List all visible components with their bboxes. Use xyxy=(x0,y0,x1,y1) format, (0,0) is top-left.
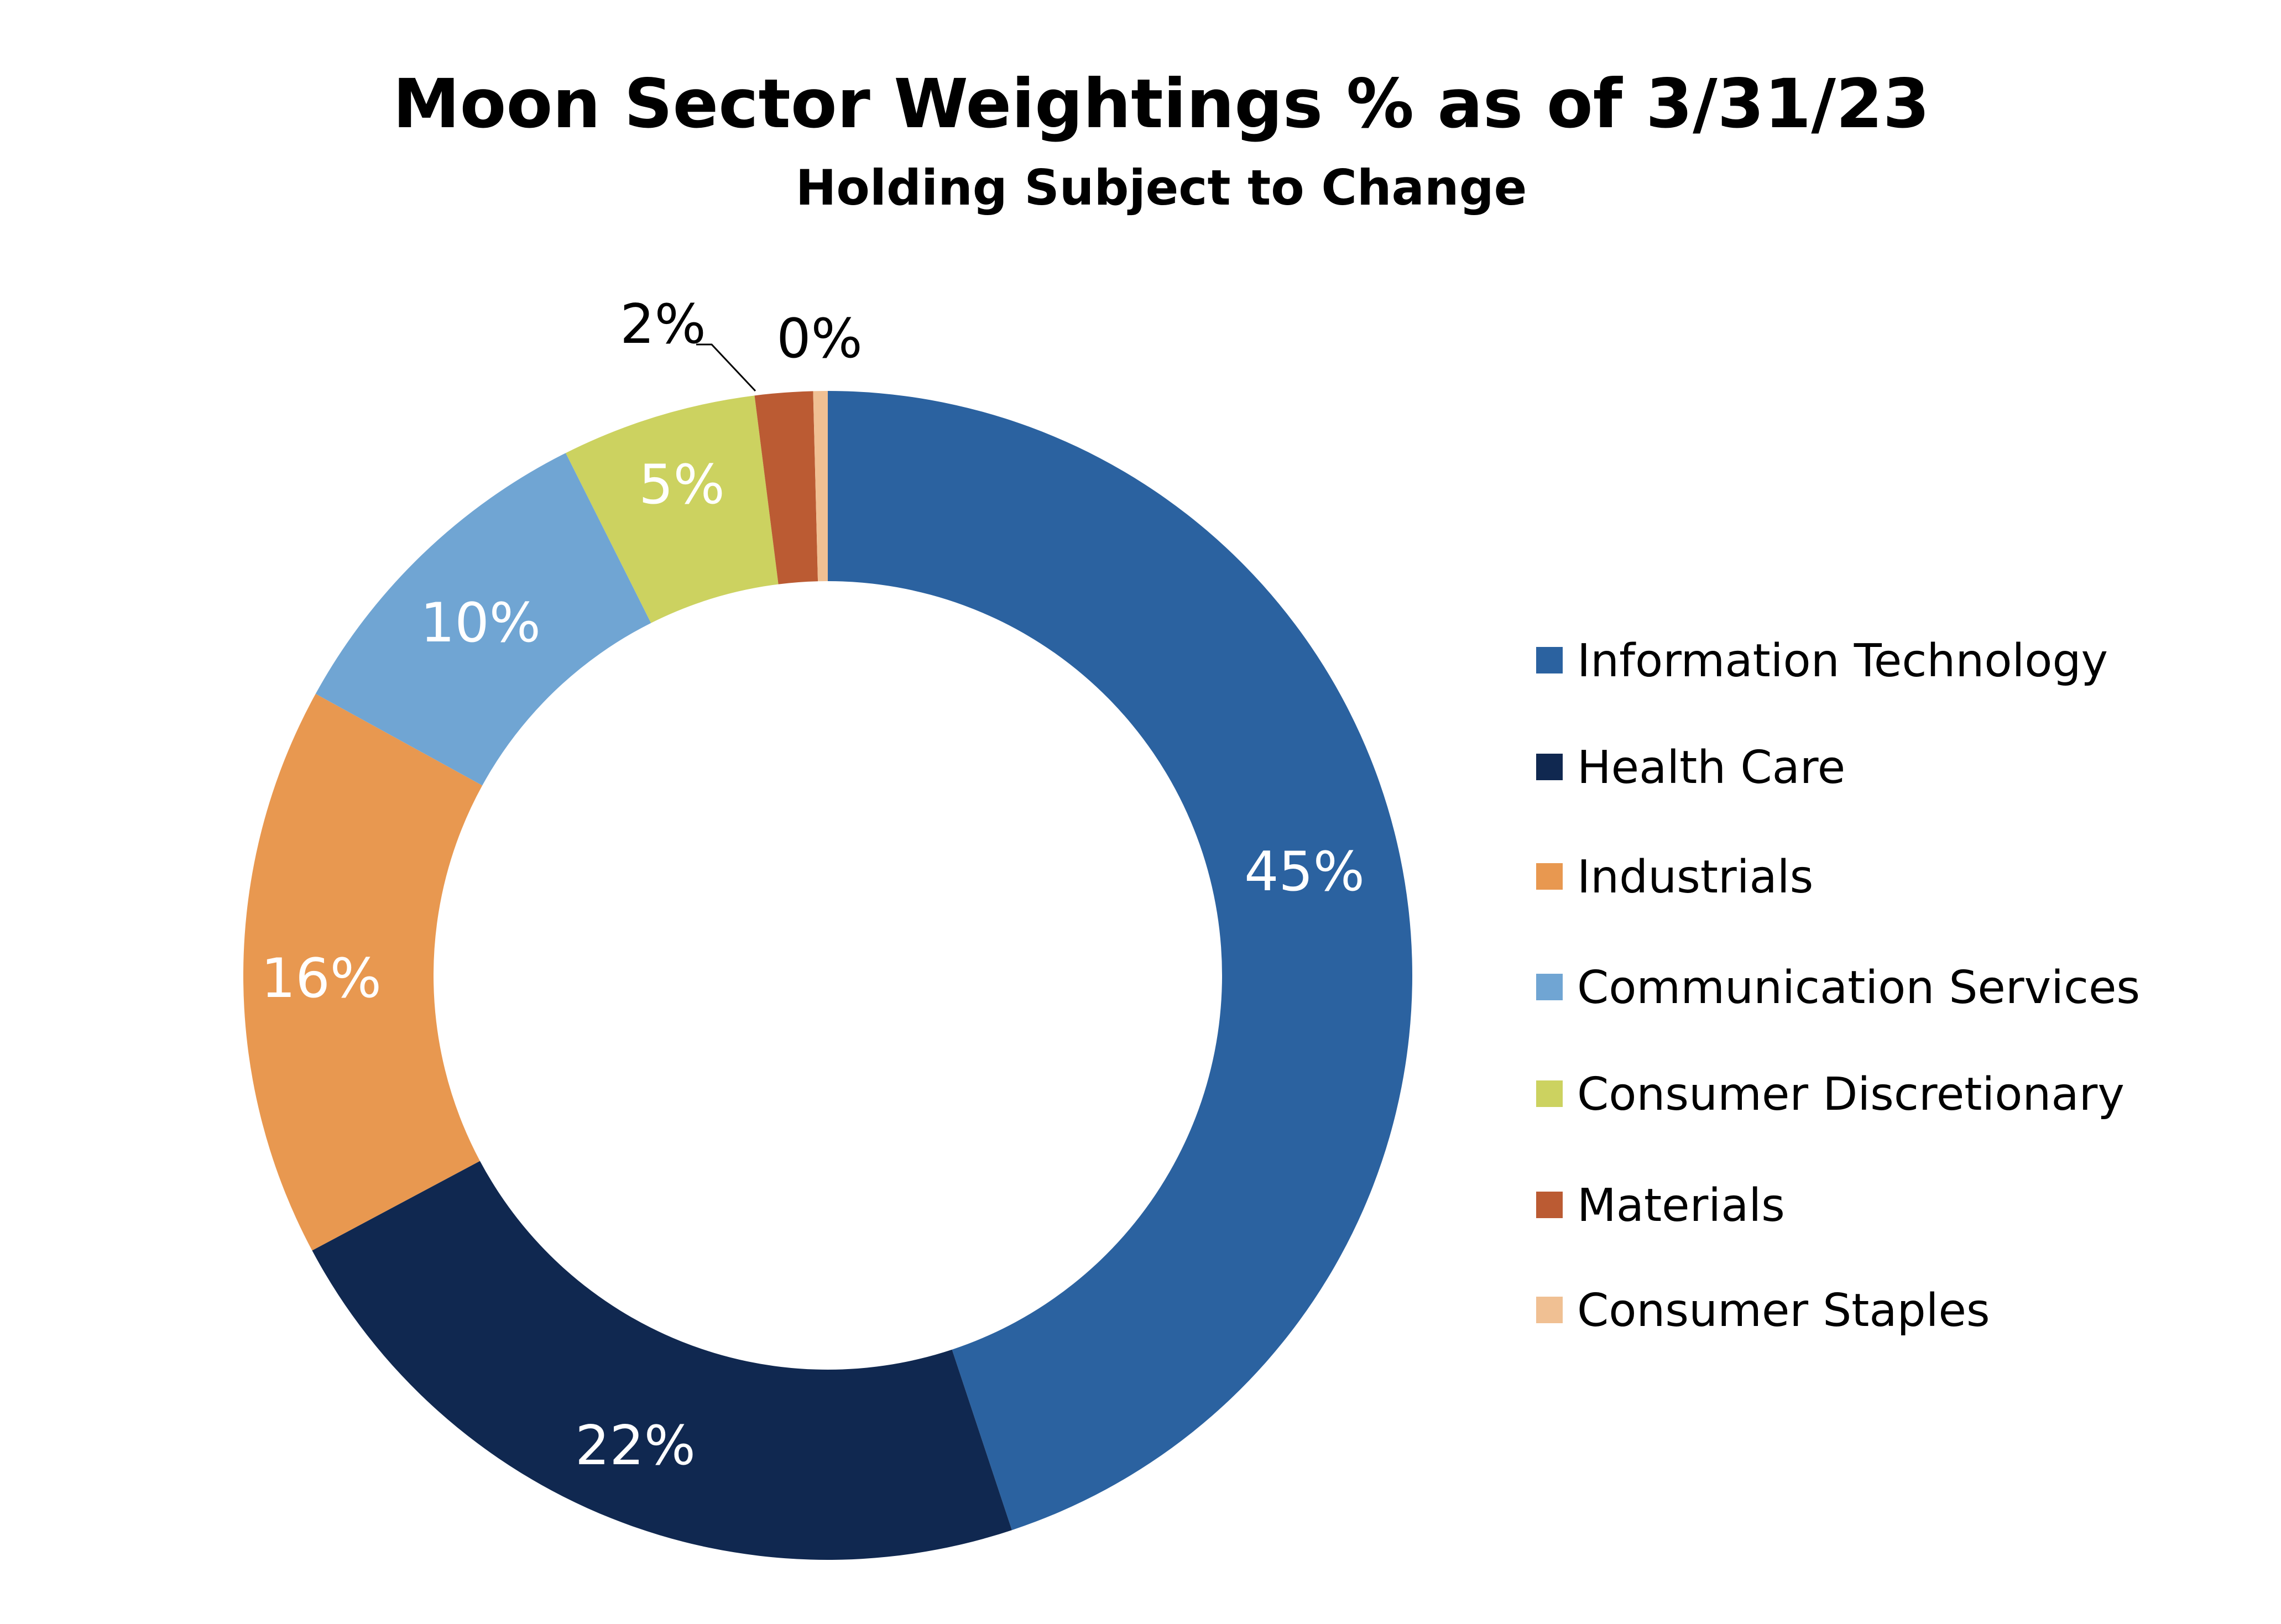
legend-swatch xyxy=(1536,974,1563,1000)
data-label: 16% xyxy=(261,947,382,1010)
legend-item: Health Care xyxy=(1536,741,1845,794)
leader-line xyxy=(696,343,756,392)
legend-item: Materials xyxy=(1536,1179,1785,1232)
legend-label: Health Care xyxy=(1577,741,1845,794)
legend-swatch xyxy=(1536,1080,1563,1107)
legend-swatch xyxy=(1536,754,1563,780)
legend-swatch xyxy=(1536,1192,1563,1218)
data-labels: 45% 22% 16% 10% 5% 2% 0% xyxy=(261,293,1365,1477)
slice-health-care xyxy=(312,1161,1012,1560)
slice-communication-services xyxy=(315,453,651,786)
data-label: 10% xyxy=(420,592,541,655)
legend: Information Technology Health Care Industr… xyxy=(1536,635,2140,1337)
chart-title: Moon Sector Weightings % as of 3/31/23 xyxy=(393,65,1930,143)
legend-item: Consumer Staples xyxy=(1536,1284,1990,1337)
data-label: 2% xyxy=(620,293,706,356)
legend-item: Consumer Discretionary xyxy=(1536,1068,2125,1121)
data-label: 5% xyxy=(639,453,724,516)
legend-item: Industrials xyxy=(1536,851,1813,904)
legend-label: Communication Services xyxy=(1577,962,2140,1014)
legend-label: Materials xyxy=(1577,1179,1785,1232)
slice-consumer-discretionary xyxy=(566,395,779,623)
legend-swatch xyxy=(1536,1297,1563,1323)
legend-swatch xyxy=(1536,863,1563,890)
slice-consumer-staples xyxy=(813,391,828,582)
slice-information-technology xyxy=(828,391,1412,1531)
legend-swatch xyxy=(1536,647,1563,673)
slice-industrials xyxy=(243,693,483,1251)
legend-item: Information Technology xyxy=(1536,635,2108,687)
data-label: 45% xyxy=(1244,840,1365,904)
legend-label: Industrials xyxy=(1577,851,1813,904)
slice-materials xyxy=(754,391,818,584)
data-label: 22% xyxy=(575,1414,696,1477)
legend-item: Communication Services xyxy=(1536,962,2140,1014)
legend-label: Consumer Staples xyxy=(1577,1284,1990,1337)
chart-subtitle: Holding Subject to Change xyxy=(796,159,1527,216)
data-label: 0% xyxy=(776,307,862,370)
legend-label: Information Technology xyxy=(1577,635,2108,687)
slices xyxy=(243,391,1412,1560)
legend-label: Consumer Discretionary xyxy=(1577,1068,2125,1121)
